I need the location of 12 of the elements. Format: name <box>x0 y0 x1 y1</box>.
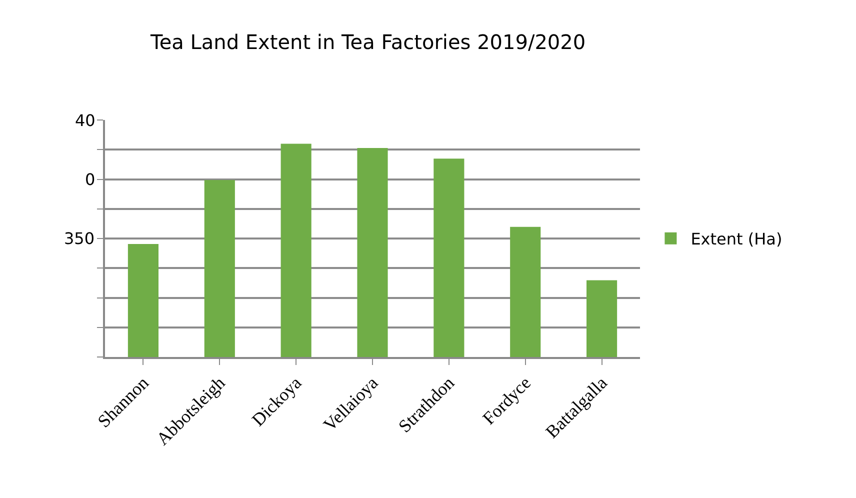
text: 0 <box>85 170 96 189</box>
bar <box>357 148 388 357</box>
text: 350 <box>64 229 95 248</box>
bar <box>204 180 235 357</box>
bar <box>510 226 541 357</box>
chart-title: Tea Land Extent in Tea Factories 2019/2020 <box>150 30 586 54</box>
bar <box>280 144 312 357</box>
bar <box>586 280 618 357</box>
text: 40 <box>75 111 96 130</box>
bar <box>434 158 464 357</box>
bar <box>128 244 158 357</box>
legend-label: Extent (Ha) <box>690 230 782 249</box>
